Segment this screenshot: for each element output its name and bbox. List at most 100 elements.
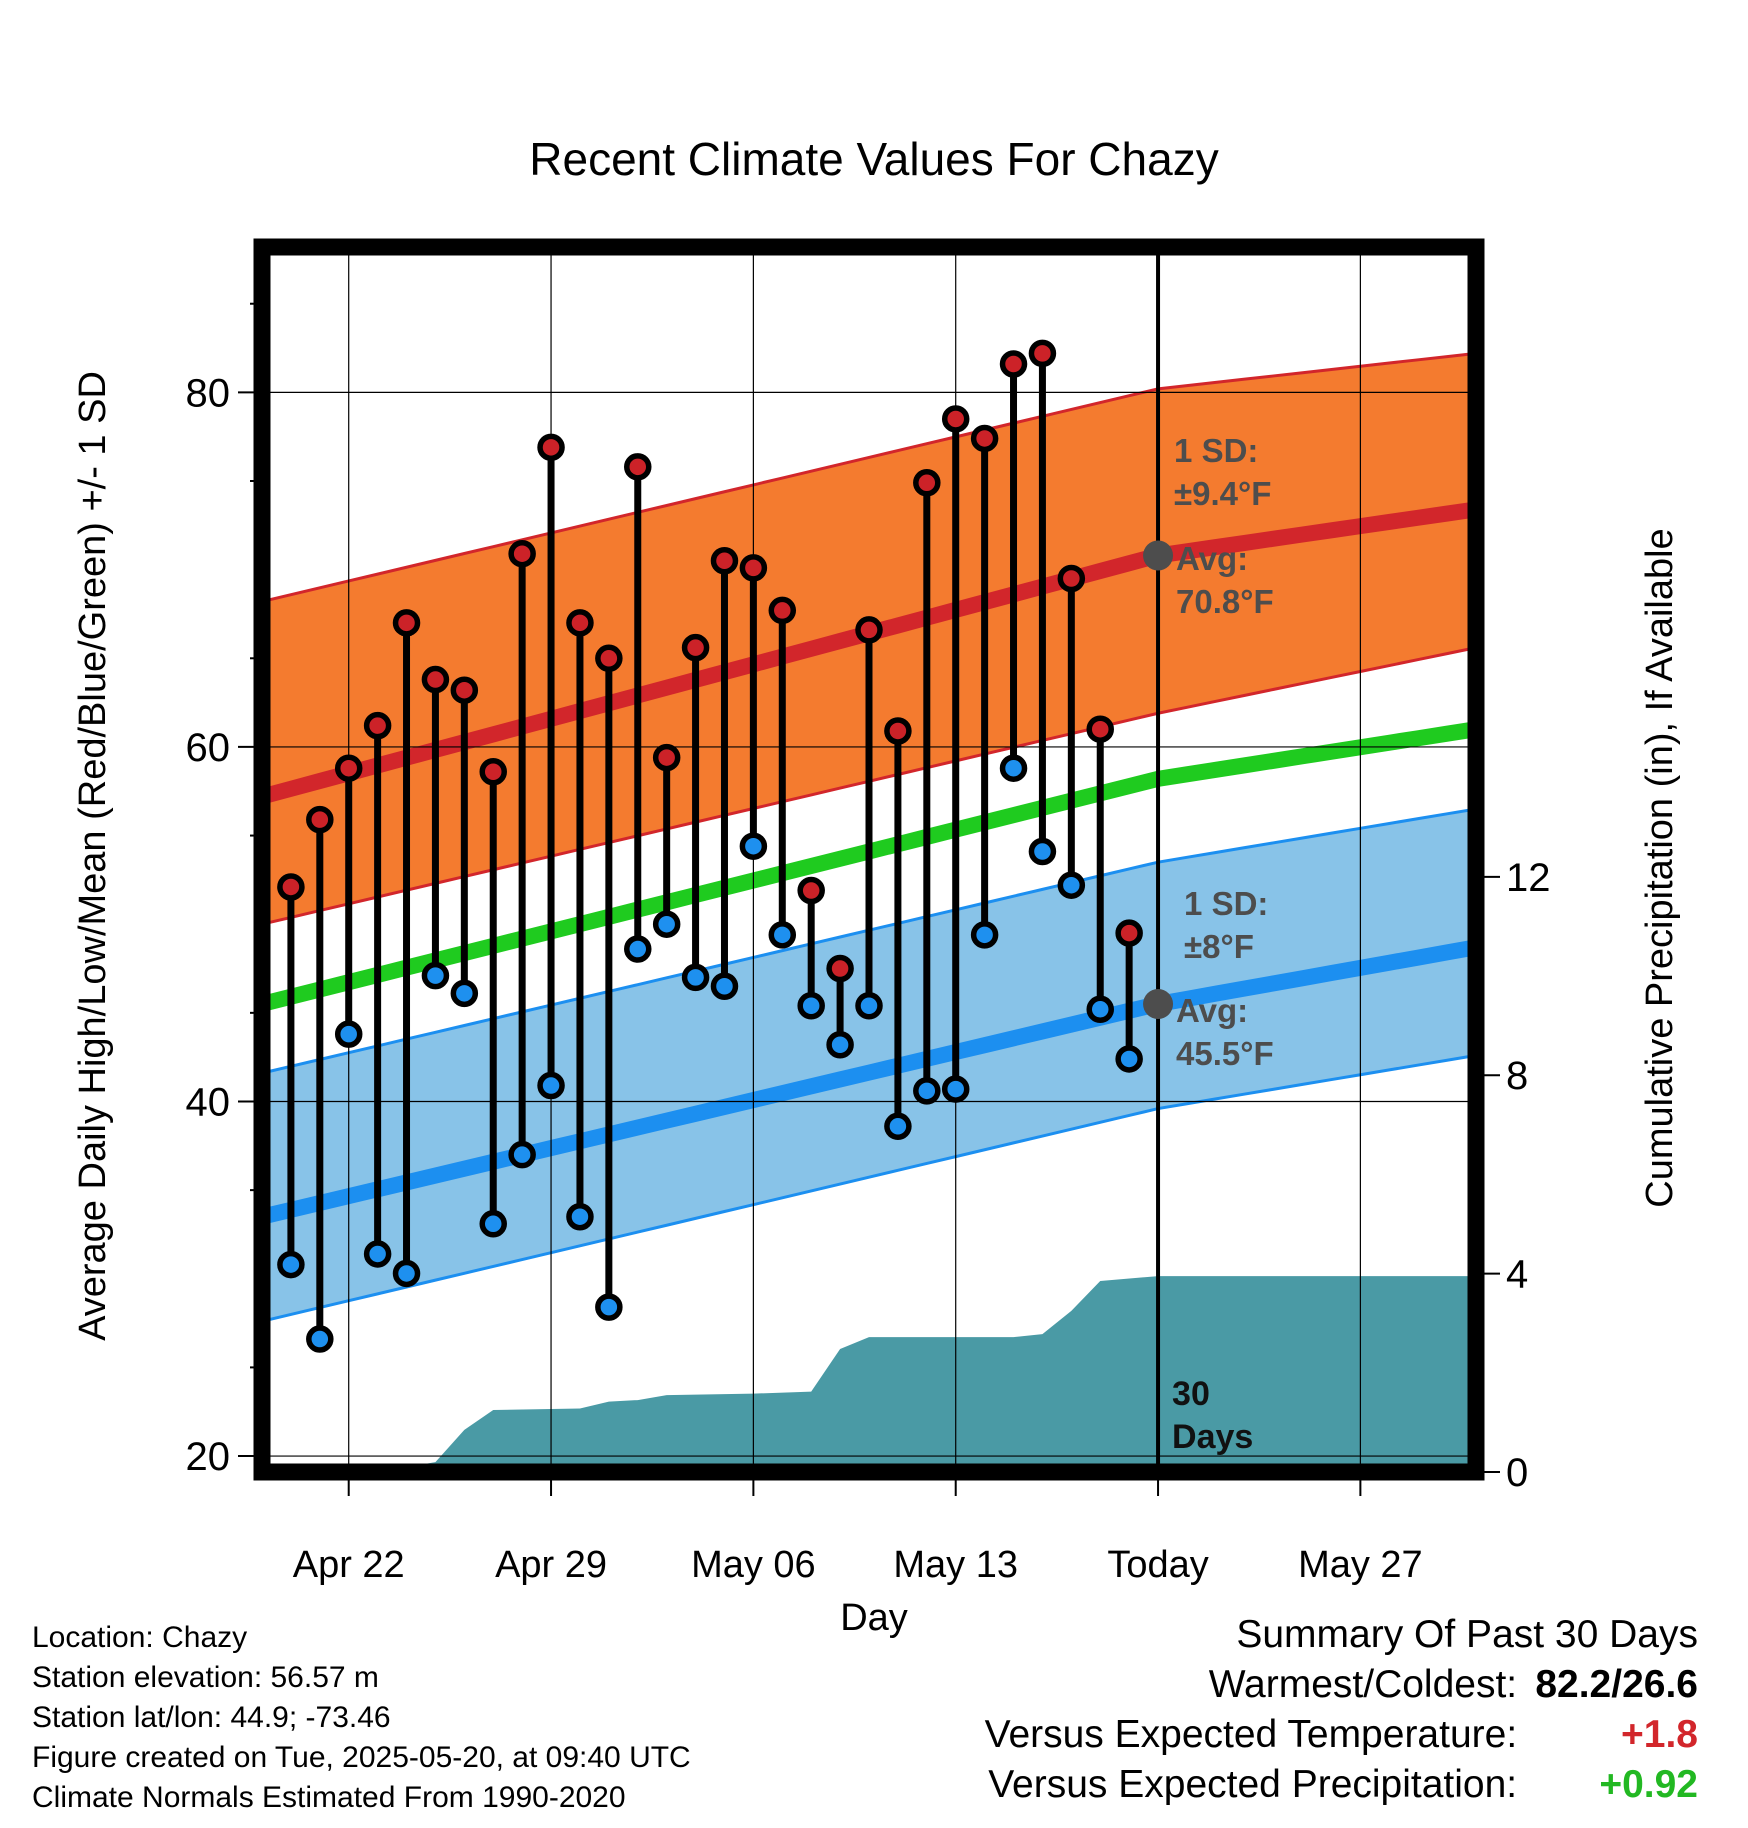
x-tick-label: May 06 [691,1544,816,1586]
obs-low-point [710,972,739,1001]
obs-high-point [306,805,334,834]
days-label-number: 30 [1172,1375,1210,1413]
obs-high-point [334,754,363,782]
obs-low-point [884,1112,912,1141]
low-avg-value: 45.5°F [1176,1035,1274,1072]
obs-low-point [566,1202,594,1231]
warmest-coldest-value: 82.2/26.6 [1535,1663,1698,1706]
low-avg-label: Avg: [1176,992,1248,1029]
obs-low-point [277,1250,305,1279]
obs-high-point [392,609,421,637]
low-sd-band-lower-edge [261,1053,1477,1323]
obs-low-point [595,1293,623,1321]
y2-tick-label: 4 [1506,1253,1528,1297]
station-latlon: Station lat/lon: 44.9; -73.46 [32,1701,391,1734]
obs-low-point [1057,871,1086,899]
obs-high-point [595,644,623,673]
precip-departure-value: +0.92 [1599,1763,1698,1806]
x-tick-label: Apr 29 [495,1544,607,1586]
x-tick-label: May 27 [1298,1544,1423,1586]
obs-high-point [884,717,912,745]
obs-low-point [999,754,1028,782]
obs-low-point [624,935,652,963]
obs-low-point [421,961,450,990]
obs-high-point [624,453,652,481]
obs-high-point [826,954,854,983]
high-sd-label: 1 SD: [1174,432,1258,469]
obs-low-point [479,1210,507,1238]
obs-high-point [277,873,305,901]
obs-high-point [363,711,392,740]
high-avg-today-point [1143,540,1174,571]
y-tick-label: 60 [186,726,231,770]
obs-high-point [1057,564,1086,593]
plot-frame [253,238,1485,1481]
y-tick-label: 20 [186,1435,231,1479]
station-info: Location: Chazy Station elevation: 56.57… [32,1618,691,1818]
obs-low-point [768,921,797,949]
obs-high-point [797,876,825,905]
climate-normals-period: Climate Normals Estimated From 1990-2020 [32,1781,626,1814]
obs-low-point [739,832,768,860]
obs-high-point [855,616,883,644]
y2-tick-label: 8 [1506,1054,1528,1098]
obs-high-point [508,539,536,568]
obs-high-point [941,405,970,433]
summary-warmest-coldest: Warmest/Coldest: 82.2/26.6 [985,1660,1698,1710]
chart-title: Recent Climate Values For Chazy [529,133,1218,185]
summary-precipitation: Versus Expected Precipitation: +0.92 [985,1760,1698,1810]
station-location: Location: Chazy [32,1621,248,1654]
days-label-word: Days [1172,1418,1253,1456]
obs-high-point [479,757,507,786]
high-sd-value: ±9.4°F [1174,475,1271,512]
obs-low-point [913,1077,941,1105]
obs-low-point [681,963,710,992]
obs-high-point [1028,339,1057,368]
temp-departure-value: +1.8 [1621,1713,1698,1756]
low-avg-line [260,939,1478,1225]
precip-departure-label: Versus Expected Precipitation: [988,1763,1518,1806]
obs-high-point [681,633,710,662]
high-sd-band-upper-edge [261,351,1477,604]
figure-created: Figure created on Tue, 2025-05-20, at 09… [32,1741,691,1774]
obs-low-point [363,1240,392,1268]
obs-low-point [855,992,883,1020]
obs-high-point [999,350,1028,378]
obs-low-point [1115,1045,1143,1073]
y2-tick-label: 0 [1506,1451,1528,1495]
x-tick-label: Today [1107,1544,1208,1586]
y2-axis-label: Cumulative Precipitation (in), If Availa… [1639,528,1681,1207]
high-avg-value: 70.8°F [1176,583,1274,620]
obs-low-point [508,1140,536,1169]
x-tick-label: May 13 [893,1544,1018,1586]
station-elevation: Station elevation: 56.57 m [32,1661,379,1694]
precip-area [290,1276,1476,1472]
summary-heading: Summary Of Past 30 Days [1236,1613,1698,1656]
obs-low-point [392,1259,421,1288]
obs-low-point [450,979,479,1008]
obs-high-point [537,433,565,462]
obs-low-point [334,1020,363,1048]
obs-high-point [768,596,797,625]
obs-high-point [1115,919,1143,947]
obs-high-point [450,676,479,704]
x-axis-label: Day [840,1597,908,1639]
obs-low-point [1086,995,1114,1024]
obs-low-point [797,992,825,1020]
x-tick-label: Apr 22 [293,1544,405,1586]
temp-departure-label: Versus Expected Temperature: [984,1713,1518,1756]
obs-low-point [1028,837,1057,866]
obs-high-point [970,424,999,453]
warmest-coldest-label: Warmest/Coldest: [1208,1663,1518,1706]
y2-tick-label: 12 [1506,856,1551,900]
y-axis-label: Average Daily High/Low/Mean (Red/Blue/Gr… [72,371,114,1341]
low-sd-label: 1 SD: [1184,885,1268,922]
obs-high-point [421,665,450,694]
obs-high-point [710,547,739,575]
low-sd-value: ±8°F [1184,928,1254,965]
y-tick-label: 40 [186,1080,231,1124]
obs-high-point [1086,715,1114,743]
plot-area: 1 SD: ±9.4°F Avg: 70.8°F 1 SD: ±8°F Avg: 45.5°F… [186,238,1551,1586]
obs-low-point [941,1075,970,1103]
